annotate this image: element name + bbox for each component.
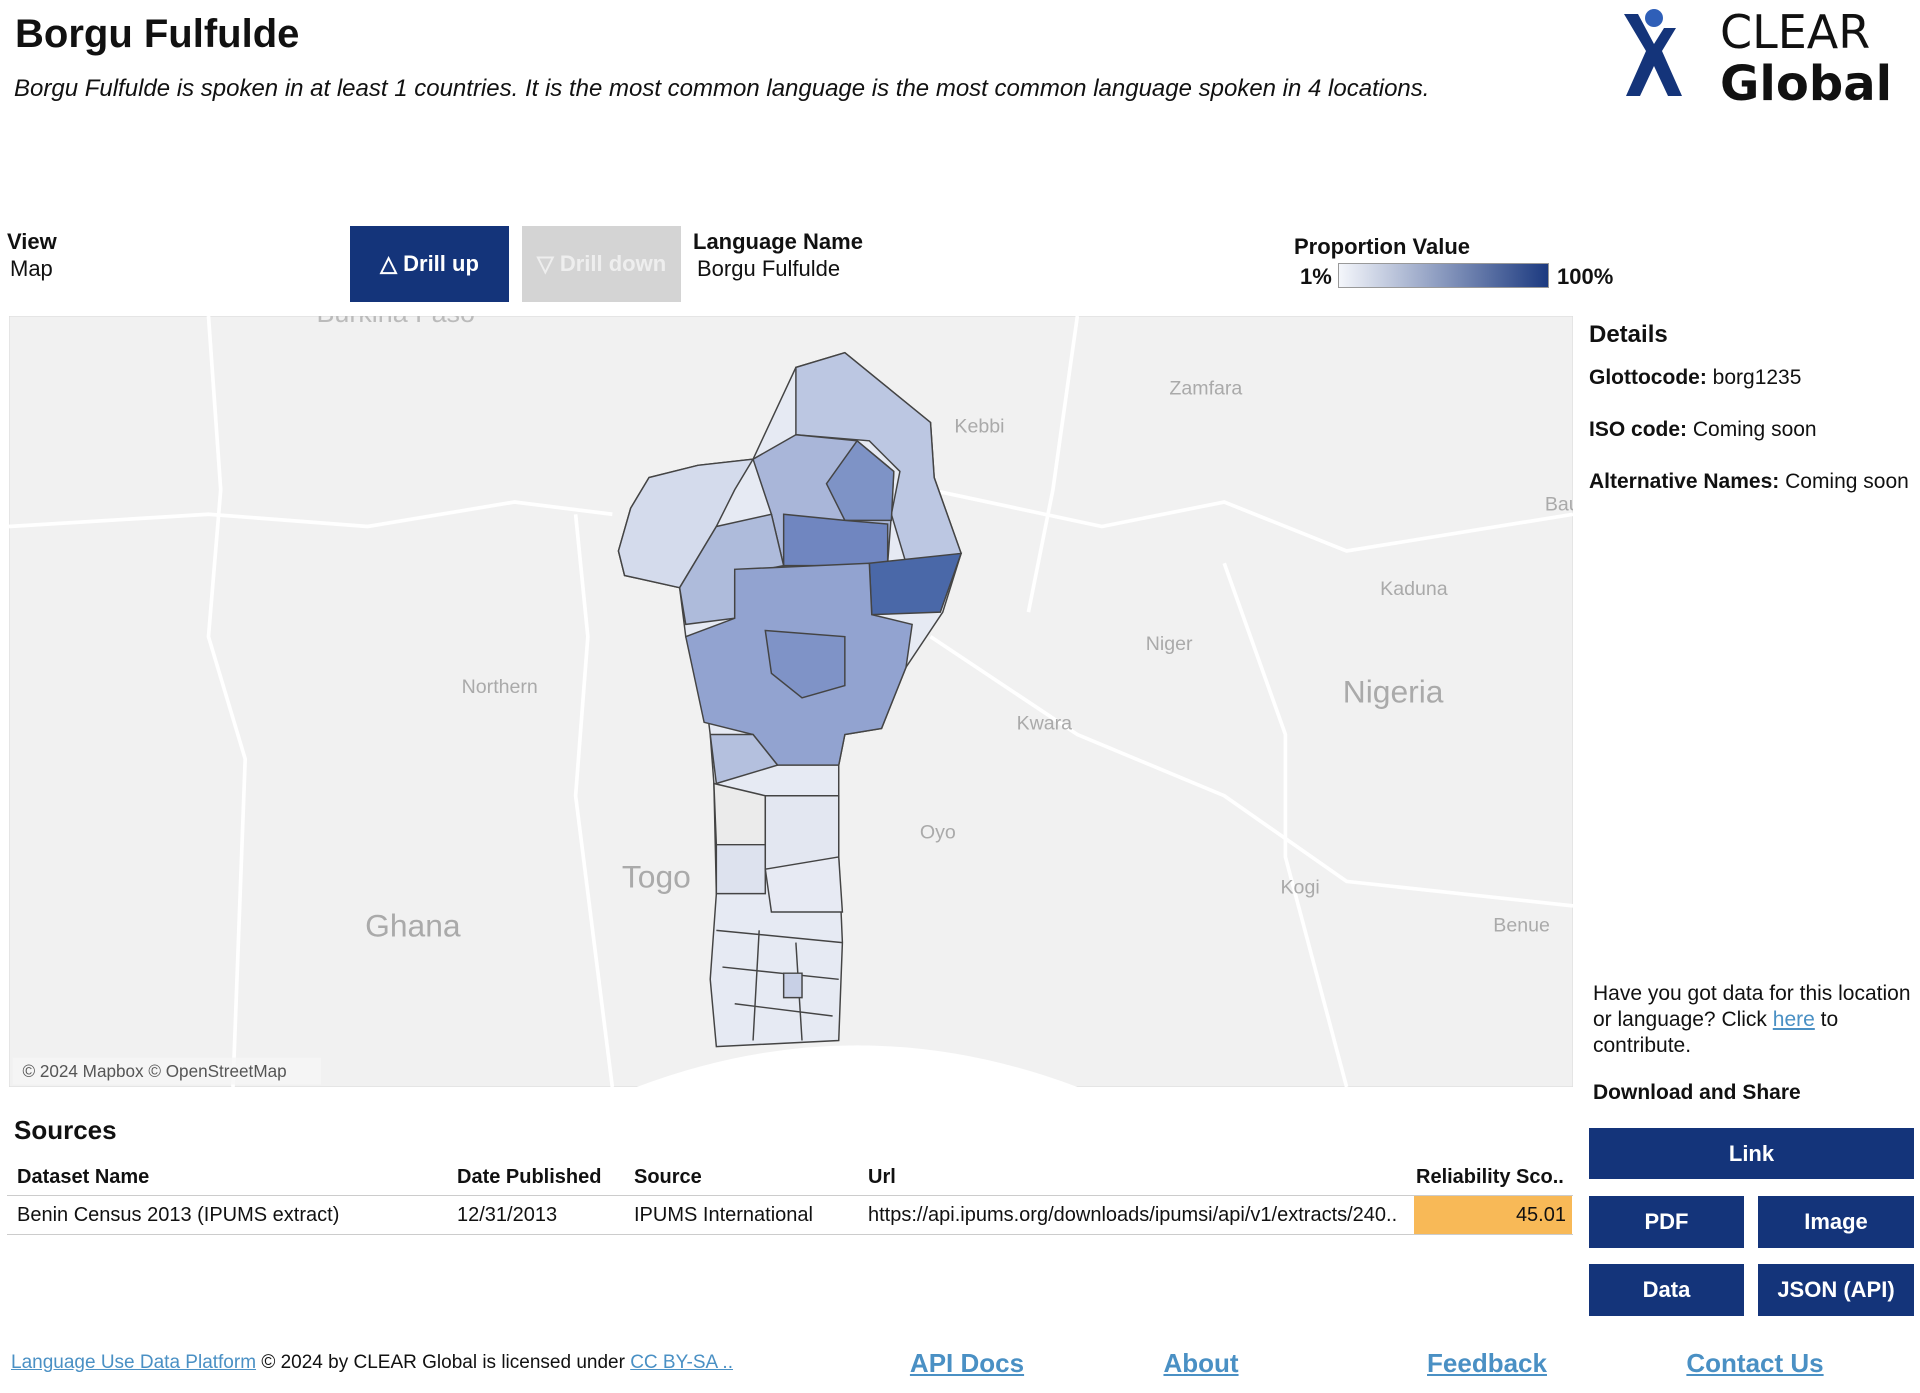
drill-up-button[interactable]: △ Drill up (350, 226, 509, 302)
contribute-link[interactable]: here (1772, 1008, 1815, 1031)
language-label: Language Name (693, 229, 863, 254)
json-button[interactable]: JSON (API) (1758, 1264, 1914, 1316)
map-attribution: © 2024 Mapbox © OpenStreetMap (22, 1061, 286, 1081)
legend-max: 100% (1557, 264, 1614, 289)
text: to contribute. (1593, 1008, 1839, 1057)
map-label: Nigeria (1343, 674, 1444, 710)
label: ISO code: (1589, 418, 1688, 441)
download-title: Download and Share (1593, 1081, 1801, 1104)
view-value: Map (10, 256, 53, 281)
map-label: Oyo (920, 822, 956, 844)
drill-down-button[interactable]: ▽ Drill down (522, 226, 681, 302)
map-label: Northern (462, 676, 538, 698)
map-label: Togo (622, 859, 691, 895)
license-link[interactable]: CC BY-SA .. (630, 1352, 733, 1373)
glottocode: Glottocode: borg1235 (1589, 366, 1801, 390)
map-label: Benue (1493, 915, 1550, 937)
nav-link[interactable]: Contact Us (1686, 1348, 1824, 1378)
legend-bar (1338, 263, 1549, 288)
iso-code: ISO code: Coming soon (1589, 418, 1817, 442)
logo: CLEAR Global (1624, 6, 1892, 106)
map-label: Burkina Faso (316, 316, 475, 328)
nav-link[interactable]: API Docs (909, 1348, 1025, 1378)
map-label: Ghana (365, 907, 461, 943)
logo-text: Global (1720, 56, 1892, 106)
column-header: Reliability Sco.. (1416, 1166, 1564, 1188)
row-divider (7, 1234, 1573, 1235)
column-header: Source (634, 1166, 702, 1188)
license-text: © 2024 by CLEAR Global is licensed under (261, 1352, 625, 1373)
value: Coming soon (1692, 418, 1817, 441)
row-divider (7, 1195, 1573, 1196)
value: Coming soon (1785, 470, 1909, 493)
column-header: Date Published (457, 1166, 602, 1188)
map-label: Bauchi (1545, 494, 1573, 516)
logo-text: CLEAR (1720, 6, 1870, 59)
map-label: Zamfara (1169, 377, 1242, 399)
map-label: Kogi (1281, 877, 1320, 899)
map-label: Niger (1146, 633, 1193, 655)
footer-text: Language Use Data Platform © 2024 by CLE… (11, 1352, 733, 1374)
column-header: Url (868, 1166, 896, 1188)
platform-link[interactable]: Language Use Data Platform (11, 1352, 257, 1373)
pdf-button[interactable]: PDF (1589, 1196, 1744, 1248)
view-label: View (7, 229, 57, 254)
link-button[interactable]: Link (1589, 1128, 1914, 1179)
cell: 45.01 (1515, 1204, 1566, 1226)
map-label: Kwara (1017, 713, 1073, 735)
nav-link[interactable]: Feedback (1427, 1348, 1547, 1378)
data-button[interactable]: Data (1589, 1264, 1744, 1316)
cell: IPUMS International (634, 1204, 813, 1226)
language-value: Borgu Fulfulde (697, 256, 841, 281)
nav-link[interactable]: About (1163, 1348, 1239, 1378)
legend-title: Proportion Value (1294, 234, 1471, 259)
title: Borgu Fulfulde (15, 12, 300, 56)
cell: 12/31/2013 (457, 1204, 558, 1226)
cell: https://api.ipums.org/downloads/ipumsi/a… (868, 1204, 1398, 1226)
label: Alternative Names: (1589, 470, 1780, 493)
label: Glottocode: (1589, 366, 1707, 389)
details-title: Details (1589, 321, 1668, 348)
cell: Benin Census 2013 (IPUMS extract) (17, 1204, 340, 1226)
value: borg1235 (1712, 366, 1802, 389)
score-cell (1414, 1196, 1572, 1234)
description: Borgu Fulfulde is spoken in at least 1 c… (14, 75, 1430, 102)
map: Zamfara Kebbi Bauchi Kaduna Niger Nigeri… (9, 316, 1573, 1087)
text: Have you got data for this location or l… (1593, 982, 1911, 1031)
image-button[interactable]: Image (1758, 1196, 1914, 1248)
contribute: Have you got data for this location or l… (1593, 981, 1913, 1059)
map-label: Kaduna (1380, 578, 1448, 600)
column-header: Dataset Name (17, 1166, 150, 1188)
legend-min: 1% (1300, 264, 1332, 289)
sources-title: Sources (14, 1115, 117, 1145)
alt-names: Alternative Names: Coming soon (1589, 469, 1909, 495)
map-label: Kebbi (954, 415, 1004, 437)
